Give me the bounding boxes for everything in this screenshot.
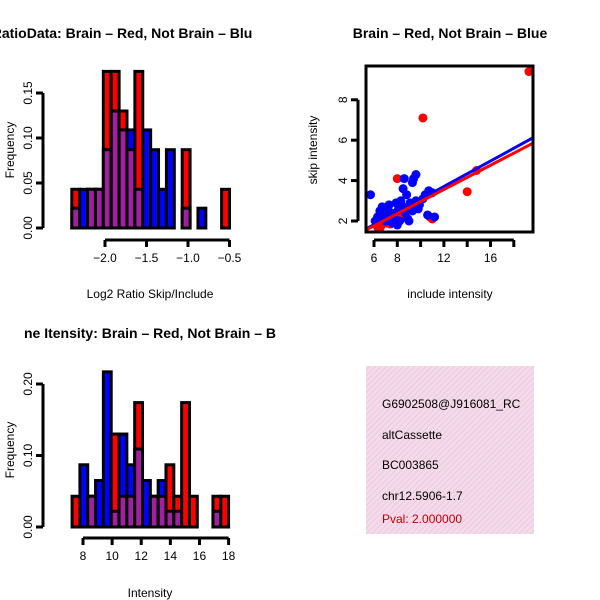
- scatter-panel: Brain – Red, Not Brain – Blue 6 8 12 16 2 4 6 8…: [306, 25, 547, 301]
- intensity-histogram-panel: ne Itensity: Brain – Red, Not Brain – B …: [3, 325, 276, 600]
- y-tick-label: 6: [336, 137, 350, 144]
- info-id: G6902508@J916081_RC: [382, 397, 521, 411]
- red-point: [392, 174, 402, 184]
- x-tick-label: 16: [193, 549, 207, 563]
- intensity-histogram-axes: 0.00 0.10 0.20 8 10 12 14 16 18: [21, 372, 236, 563]
- scatter-axes: 6 8 12 16 2 4 6 8: [336, 96, 516, 265]
- ratio-histogram-axes: 0.00 0.05 0.10 0.15 −2.0 −1.5 −1.0 −0.5: [21, 81, 242, 265]
- intensity-histogram-bars: [70, 370, 231, 529]
- y-tick-label: 8: [336, 96, 350, 103]
- x-tick-label: −0.5: [218, 251, 242, 265]
- y-tick-label: 0.05: [21, 171, 35, 195]
- ratio-histogram-xlabel: Log2 Ratio Skip/Include: [87, 287, 214, 301]
- red-point: [524, 67, 534, 77]
- ratio-histogram-bars: [70, 69, 232, 230]
- y-tick-label: 0.20: [21, 372, 35, 396]
- x-tick-label: −1.5: [135, 251, 159, 265]
- scatter-plot-box: [364, 64, 535, 234]
- x-tick-label: −2.0: [93, 251, 117, 265]
- x-tick-label: 8: [394, 251, 401, 265]
- info-location: chr12.5906-1.7: [382, 489, 463, 503]
- blue-point: [404, 216, 414, 226]
- blue-point: [409, 174, 419, 184]
- info-background: [366, 366, 534, 534]
- x-tick-label: 6: [371, 251, 378, 265]
- scatter-title: Brain – Red, Not Brain – Blue: [353, 25, 548, 41]
- red-point: [462, 187, 472, 197]
- info-type: altCassette: [382, 428, 442, 442]
- blue-bar: [164, 148, 176, 230]
- x-tick-label: 16: [484, 251, 498, 265]
- blue-point: [384, 200, 394, 210]
- info-accession: BC003865: [382, 458, 439, 472]
- red-bar: [180, 401, 191, 529]
- x-tick-label: 12: [437, 251, 451, 265]
- blue-point: [413, 204, 423, 214]
- x-tick-label: 8: [80, 549, 87, 563]
- intensity-histogram-xlabel: Intensity: [128, 586, 173, 600]
- red-point: [418, 113, 428, 123]
- y-tick-label: 0.15: [21, 81, 35, 105]
- blue-point: [423, 210, 433, 220]
- blue-point: [392, 220, 402, 230]
- red-fit-line: [365, 142, 534, 232]
- info-pval: Pval: 2.000000: [382, 512, 462, 526]
- red-bar: [187, 494, 199, 529]
- blue-point: [430, 212, 440, 222]
- x-tick-label: 10: [105, 549, 119, 563]
- scatter-xlabel: include intensity: [407, 287, 492, 301]
- y-tick-label: 4: [336, 177, 350, 184]
- intensity-histogram-title: ne Itensity: Brain – Red, Not Brain – B: [24, 325, 276, 341]
- blue-bar: [196, 206, 208, 230]
- x-tick-label: 12: [135, 549, 149, 563]
- y-tick-label: 0.10: [21, 126, 35, 150]
- y-tick-label: 2: [336, 217, 350, 224]
- red-point: [375, 223, 385, 233]
- intensity-histogram-ylabel: Frequency: [3, 422, 17, 479]
- blue-fit-line: [365, 136, 534, 231]
- x-tick-label: 14: [164, 549, 178, 563]
- ratio-histogram-title: RatioData: Brain – Red, Not Brain – Blu: [0, 25, 252, 41]
- ratio-histogram-panel: RatioData: Brain – Red, Not Brain – Blu …: [0, 25, 252, 301]
- x-tick-label: 18: [222, 549, 236, 563]
- y-tick-label: 0.00: [21, 216, 35, 240]
- blue-point: [399, 174, 409, 184]
- blue-point: [402, 190, 412, 200]
- y-tick-label: 0.00: [21, 515, 35, 539]
- ratio-histogram-ylabel: Frequency: [3, 122, 17, 179]
- y-tick-label: 0.10: [21, 443, 35, 467]
- info-panel: G6902508@J916081_RC altCassette BC003865…: [366, 366, 534, 534]
- red-bar: [219, 494, 231, 529]
- scatter-points: [365, 67, 534, 233]
- overlap-bar: [180, 206, 192, 230]
- blue-point: [366, 190, 376, 200]
- x-tick-label: −1.0: [176, 251, 200, 265]
- red-bar: [220, 187, 232, 230]
- scatter-ylabel: skip intensity: [306, 116, 320, 185]
